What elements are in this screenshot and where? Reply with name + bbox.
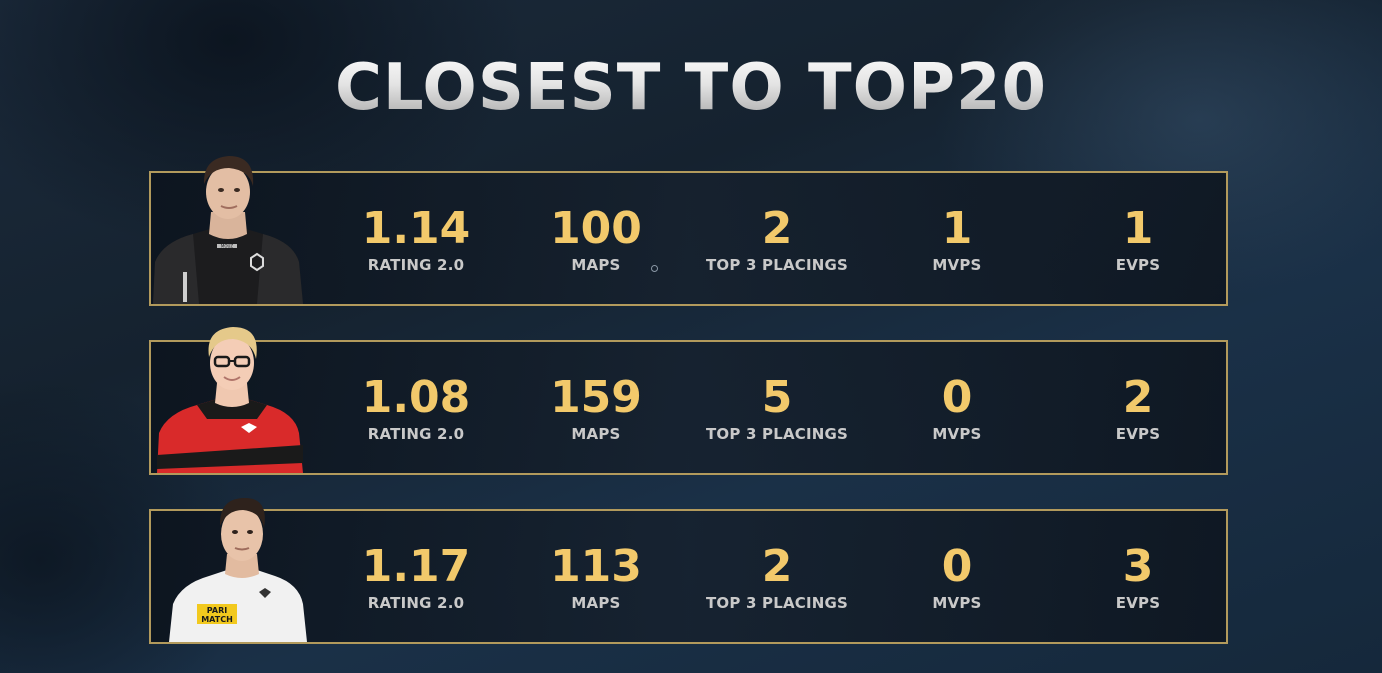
stat-maps: 113 MAPS	[496, 541, 696, 613]
stat-evps: 2 EVPS	[1038, 372, 1238, 444]
stat-label: RATING 2.0	[367, 425, 465, 443]
stat-label: MAPS	[571, 425, 621, 443]
stat-top3: 5 TOP 3 PLACINGS	[677, 372, 877, 444]
stat-label: RATING 2.0	[367, 256, 465, 274]
stat-value: 2	[761, 203, 793, 254]
stat-rating: 1.14 RATING 2.0	[316, 203, 516, 275]
stat-label: MAPS	[571, 594, 621, 612]
stat-top3: 2 TOP 3 PLACINGS	[677, 541, 877, 613]
player-card: PARI MATCH 1.17 RATING 2.0 113 MAPS 2 TO…	[149, 498, 1228, 644]
player-portrait: MOUZ	[153, 156, 303, 304]
player-card: MOUZ 1.14 RATING 2.0 100 MAPS 2 TOP 3 PL…	[149, 156, 1228, 306]
stat-value: 1	[941, 203, 973, 254]
stat-label: TOP 3 PLACINGS	[705, 594, 849, 612]
stat-value: 1.14	[361, 203, 471, 254]
jersey-text: PARI	[207, 606, 227, 615]
stat-rating: 1.08 RATING 2.0	[316, 372, 516, 444]
page-title: CLOSEST TO TOP20	[0, 48, 1382, 128]
stat-value: 1	[1122, 203, 1154, 254]
stat-value: 159	[550, 372, 642, 423]
stat-value: 2	[761, 541, 793, 592]
stat-value: 1.17	[361, 541, 471, 592]
player-portrait	[157, 327, 303, 473]
stat-label: TOP 3 PLACINGS	[705, 425, 849, 443]
stat-value: 3	[1122, 541, 1154, 592]
stat-value: 5	[761, 372, 793, 423]
stat-evps: 1 EVPS	[1038, 203, 1238, 275]
stat-label: EVPS	[1115, 256, 1161, 274]
stat-label: MVPS	[932, 425, 982, 443]
stat-value: 1.08	[361, 372, 471, 423]
player-portrait: PARI MATCH	[169, 498, 307, 642]
stat-value: 100	[550, 203, 642, 254]
stat-mvps: 0 MVPS	[857, 372, 1057, 444]
player-card: 1.08 RATING 2.0 159 MAPS 5 TOP 3 PLACING…	[149, 327, 1228, 475]
stat-top3: 2 TOP 3 PLACINGS	[677, 203, 877, 275]
stat-value: 2	[1122, 372, 1154, 423]
stat-mvps: 1 MVPS	[857, 203, 1057, 275]
stat-rating: 1.17 RATING 2.0	[316, 541, 516, 613]
stat-value: 113	[550, 541, 642, 592]
stat-maps: 159 MAPS	[496, 372, 696, 444]
decorative-dot	[651, 265, 658, 272]
stat-maps: 100 MAPS	[496, 203, 696, 275]
stat-value: 0	[941, 541, 973, 592]
stat-label: MVPS	[932, 256, 982, 274]
stat-label: RATING 2.0	[367, 594, 465, 612]
stat-label: TOP 3 PLACINGS	[705, 256, 849, 274]
stat-label: EVPS	[1115, 594, 1161, 612]
jersey-text: MATCH	[201, 615, 233, 624]
stat-mvps: 0 MVPS	[857, 541, 1057, 613]
stat-label: MAPS	[571, 256, 621, 274]
stat-label: MVPS	[932, 594, 982, 612]
stat-label: EVPS	[1115, 425, 1161, 443]
stat-evps: 3 EVPS	[1038, 541, 1238, 613]
jersey-text: MOUZ	[221, 244, 233, 249]
stat-value: 0	[941, 372, 973, 423]
